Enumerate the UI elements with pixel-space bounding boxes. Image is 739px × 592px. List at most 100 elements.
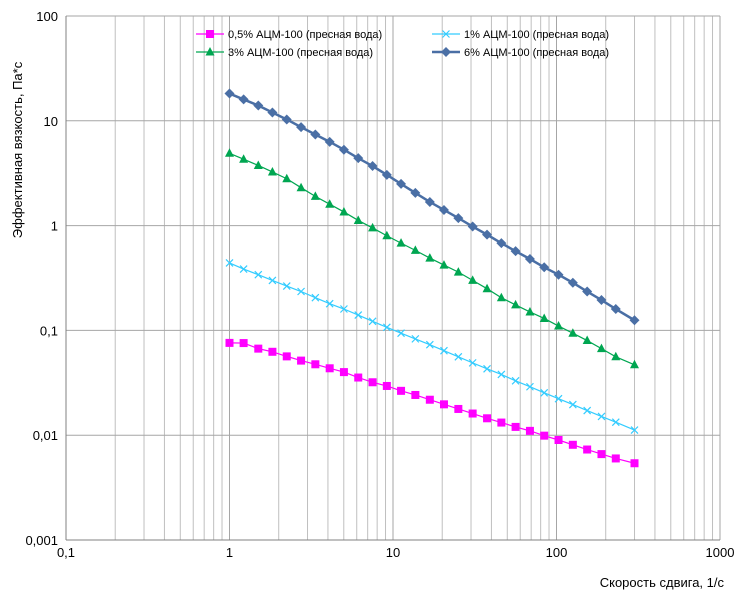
data-point <box>441 47 451 57</box>
data-point <box>568 440 577 449</box>
data-point <box>483 364 491 373</box>
data-point <box>524 254 535 265</box>
data-point <box>225 338 234 347</box>
data-point <box>630 426 639 434</box>
data-point <box>253 160 263 169</box>
data-point <box>611 351 621 361</box>
data-point <box>483 414 492 423</box>
legend-item: 6% АЦМ-100 (пресная вода) <box>432 47 609 59</box>
data-point <box>267 166 277 176</box>
data-point <box>253 100 264 111</box>
data-point <box>339 305 348 313</box>
data-point <box>496 238 507 249</box>
data-point <box>482 283 492 293</box>
data-point <box>411 390 420 399</box>
data-point <box>468 275 478 284</box>
data-point <box>497 418 506 427</box>
data-point <box>339 368 348 377</box>
data-point <box>224 88 235 99</box>
data-point <box>367 161 378 172</box>
data-point <box>325 299 334 308</box>
data-point <box>453 267 463 276</box>
data-point <box>397 329 405 338</box>
data-point <box>554 321 564 330</box>
data-point <box>425 340 434 349</box>
data-point <box>453 213 464 224</box>
data-point <box>239 339 248 348</box>
data-point <box>553 269 564 280</box>
data-point <box>296 182 306 192</box>
data-point <box>411 334 420 343</box>
data-point <box>526 382 534 391</box>
data-point <box>282 282 291 290</box>
data-point <box>568 328 578 337</box>
data-point <box>567 277 578 288</box>
data-point <box>354 373 363 382</box>
data-point <box>468 409 477 418</box>
y-tick-label: 0,01 <box>33 428 58 443</box>
legend-item: 1% АЦМ-100 (пресная вода) <box>432 29 609 41</box>
y-tick-label: 10 <box>44 114 58 129</box>
data-point <box>410 187 421 198</box>
legend-item: 0,5% АЦМ-100 (пресная вода) <box>196 29 382 41</box>
data-point <box>368 317 377 326</box>
data-point <box>510 246 521 257</box>
legend-label: 3% АЦМ-100 (пресная вода) <box>228 47 373 59</box>
legend-label: 6% АЦМ-100 (пресная вода) <box>464 47 609 59</box>
legend-label: 1% АЦМ-100 (пресная вода) <box>464 29 609 41</box>
series-1 <box>225 338 639 468</box>
data-point <box>239 265 248 273</box>
data-point <box>597 412 606 421</box>
legend: 0,5% АЦМ-100 (пресная вода) 1% АЦМ-100 (п… <box>196 29 609 59</box>
data-point <box>225 259 234 267</box>
data-point <box>511 376 520 385</box>
data-point <box>297 287 305 296</box>
y-axis-title: Эффективная вязкость, Па*с <box>10 61 25 238</box>
data-point <box>268 347 277 356</box>
data-point <box>454 352 463 361</box>
data-point <box>596 295 607 306</box>
data-point <box>225 148 234 157</box>
data-point <box>438 204 449 215</box>
data-point <box>281 114 292 125</box>
x-tick-label: 10 <box>386 545 400 560</box>
data-point <box>296 122 307 133</box>
x-tick-label: 100 <box>546 545 568 560</box>
data-point <box>611 454 620 463</box>
series-group <box>224 88 640 468</box>
data-point <box>582 286 593 297</box>
data-point <box>382 230 392 240</box>
axes: 0,1 1 10 100 1000 0,001 0,01 0,1 1 10 100 <box>25 9 734 560</box>
data-point <box>325 364 334 373</box>
data-point <box>368 222 378 232</box>
data-point <box>482 229 493 240</box>
data-point <box>396 178 407 189</box>
data-point <box>268 276 277 285</box>
data-point <box>583 445 592 454</box>
y-tick-label: 100 <box>36 9 58 24</box>
data-point <box>353 153 364 164</box>
data-point <box>540 431 549 440</box>
data-point <box>382 323 391 332</box>
data-point <box>630 459 639 468</box>
data-point <box>467 221 478 232</box>
data-point <box>525 426 534 435</box>
data-point <box>454 404 463 413</box>
data-point <box>439 260 449 269</box>
data-point <box>382 381 391 390</box>
data-point <box>525 306 535 316</box>
data-point <box>497 370 506 379</box>
data-point <box>239 154 249 163</box>
data-point <box>496 292 506 302</box>
data-point <box>339 206 349 216</box>
x-axis-title: Скорость сдвига, 1/с <box>600 575 725 590</box>
data-point <box>297 356 306 365</box>
series-2 <box>225 259 639 434</box>
data-point <box>610 304 621 315</box>
data-point <box>397 386 406 395</box>
data-point <box>310 191 320 200</box>
data-point <box>440 346 448 355</box>
